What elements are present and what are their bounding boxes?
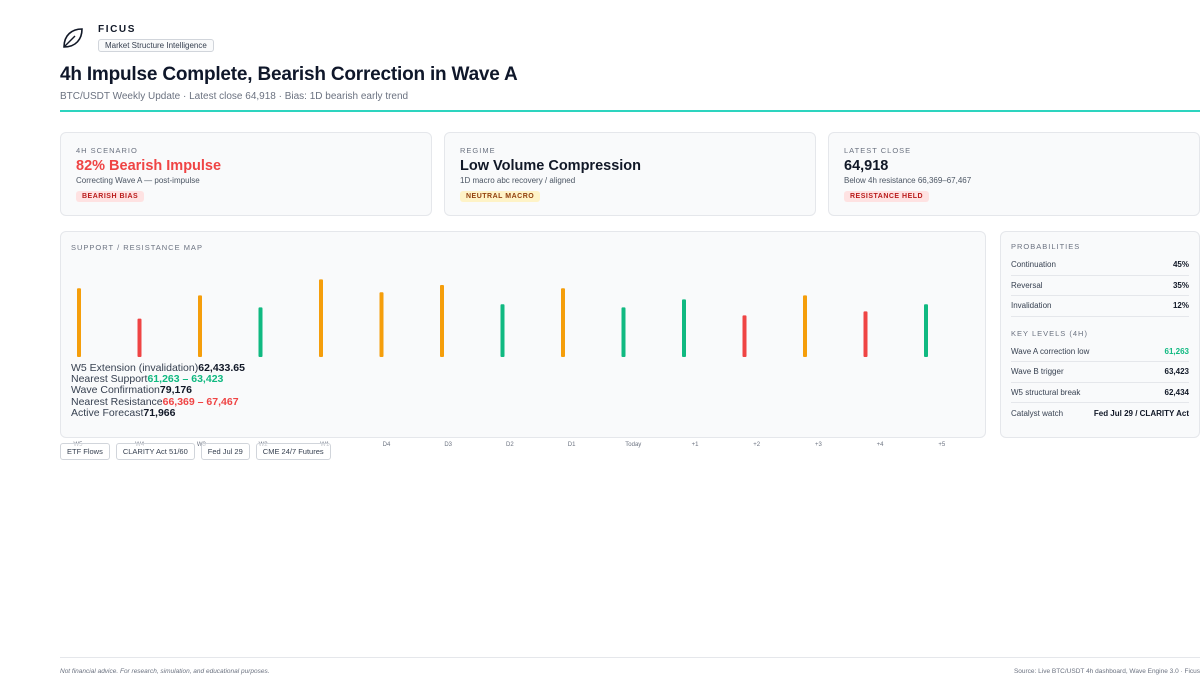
tick-label: +5 xyxy=(938,442,946,448)
brand-tagline: Market Structure Intelligence xyxy=(98,39,214,52)
card-latest-close: LATEST CLOSE 64,918 Below 4h resistance … xyxy=(828,132,1200,216)
bar-d3 xyxy=(440,285,444,357)
map-label: SUPPORT / RESISTANCE MAP xyxy=(71,243,203,252)
page-title: 4h Impulse Complete, Bearish Correction … xyxy=(60,64,518,85)
bar-5 xyxy=(924,304,928,357)
status-badge: RESISTANCE HELD xyxy=(844,191,930,202)
bar-w5 xyxy=(77,288,81,357)
chip-fed[interactable]: Fed Jul 29 xyxy=(200,443,250,460)
key-levels-label: KEY LEVELS (4H) xyxy=(1011,328,1088,338)
bar-d4 xyxy=(379,292,384,357)
tick-label: +4 xyxy=(876,442,884,448)
bar-w1 xyxy=(319,279,323,357)
card-label: LATEST CLOSE xyxy=(844,146,912,155)
leaf-icon xyxy=(63,27,83,48)
bar-4 xyxy=(863,311,868,357)
probabilities-panel: PROBABILITIES Continuation 45% Reversal 35… xyxy=(1000,231,1200,438)
card-value: 64,918 xyxy=(844,158,889,174)
support-resistance-map: SUPPORT / RESISTANCE MAP W5 Extension (i… xyxy=(60,231,986,438)
tick-label: D4 xyxy=(382,442,391,448)
level-nearest-resistance: Nearest Resistance66,369 – 67,467 xyxy=(71,395,239,408)
catalyst-chips: ETF Flows CLARITY Act 51/60 Fed Jul 29 C… xyxy=(60,443,331,460)
tick-label: D2 xyxy=(506,442,514,448)
bar-d2 xyxy=(500,304,505,357)
footer-disclaimer: Not financial advice. For research, simu… xyxy=(60,668,270,675)
chip-clarity-act[interactable]: CLARITY Act 51/60 xyxy=(115,443,195,460)
level-wave-confirmation: Wave Confirmation79,176 xyxy=(71,384,193,397)
card-value: 82% Bearish Impulse xyxy=(76,158,222,174)
card-sub: 1D macro abc recovery / aligned xyxy=(460,176,576,185)
level-active-forecast: Active Forecast71,966 xyxy=(71,406,176,419)
tick-label: Today xyxy=(625,442,642,448)
probabilities-label: PROBABILITIES xyxy=(1011,242,1081,251)
bar-w2 xyxy=(258,307,263,357)
bar-3 xyxy=(803,295,807,357)
brand-name: FICUS xyxy=(98,24,136,35)
tick-label: +2 xyxy=(753,442,761,448)
tick-label: +1 xyxy=(691,442,699,448)
brand: FICUS Market Structure Intelligence xyxy=(60,22,214,53)
bar-w3 xyxy=(198,295,202,357)
prob-row-reversal: Reversal 35% xyxy=(1011,276,1189,296)
header-divider xyxy=(60,110,1200,112)
status-badge: BEARISH BIAS xyxy=(76,191,145,202)
page-subtitle: BTC/USDT Weekly Update · Latest close 64… xyxy=(60,91,409,102)
tick-label: D1 xyxy=(567,442,576,448)
prob-row-invalidation: Invalidation 12% xyxy=(1011,296,1189,317)
card-label: REGIME xyxy=(460,146,496,155)
chip-cme-futures[interactable]: CME 24/7 Futures xyxy=(255,443,331,460)
bar-2 xyxy=(742,315,747,357)
levels-list: W5 Extension (invalidation)62,433.65 Nea… xyxy=(71,362,245,419)
bar-today xyxy=(621,307,626,357)
key-level-row: Catalyst watch Fed Jul 29 / CLARITY Act xyxy=(1011,408,1189,418)
bar-1 xyxy=(682,299,686,357)
key-level-row: Wave A correction low 61,263 xyxy=(1011,342,1189,362)
bar-d1 xyxy=(561,288,565,357)
chip-etf-flows[interactable]: ETF Flows xyxy=(60,443,110,460)
card-regime: REGIME Low Volume Compression 1D macro a… xyxy=(444,132,816,216)
card-4h-scenario: 4H SCENARIO 82% Bearish Impulse Correcti… xyxy=(60,132,432,216)
card-sub: Correcting Wave A — post-impulse xyxy=(76,176,200,185)
level-w5-extension: W5 Extension (invalidation)62,433.65 xyxy=(71,362,245,374)
bar-w4 xyxy=(137,318,142,357)
card-sub: Below 4h resistance 66,369–67,467 xyxy=(844,176,972,185)
key-level-row: Wave B trigger 63,423 xyxy=(1011,362,1189,383)
tick-label: D3 xyxy=(444,442,453,448)
card-value: Low Volume Compression xyxy=(460,158,642,174)
key-level-row: W5 structural break 62,434 xyxy=(1011,383,1189,403)
prob-row-continuation: Continuation 45% xyxy=(1011,255,1189,276)
status-badge: NEUTRAL MACRO xyxy=(460,191,541,202)
card-label: 4H SCENARIO xyxy=(76,146,138,155)
footer-source: Source: Live BTC/USDT 4h dashboard, Wave… xyxy=(1013,668,1200,675)
footer-divider xyxy=(60,657,1200,658)
tick-label: +3 xyxy=(814,442,822,448)
bar-chart xyxy=(77,279,928,357)
level-nearest-support: Nearest Support61,263 – 63,423 xyxy=(71,373,224,386)
